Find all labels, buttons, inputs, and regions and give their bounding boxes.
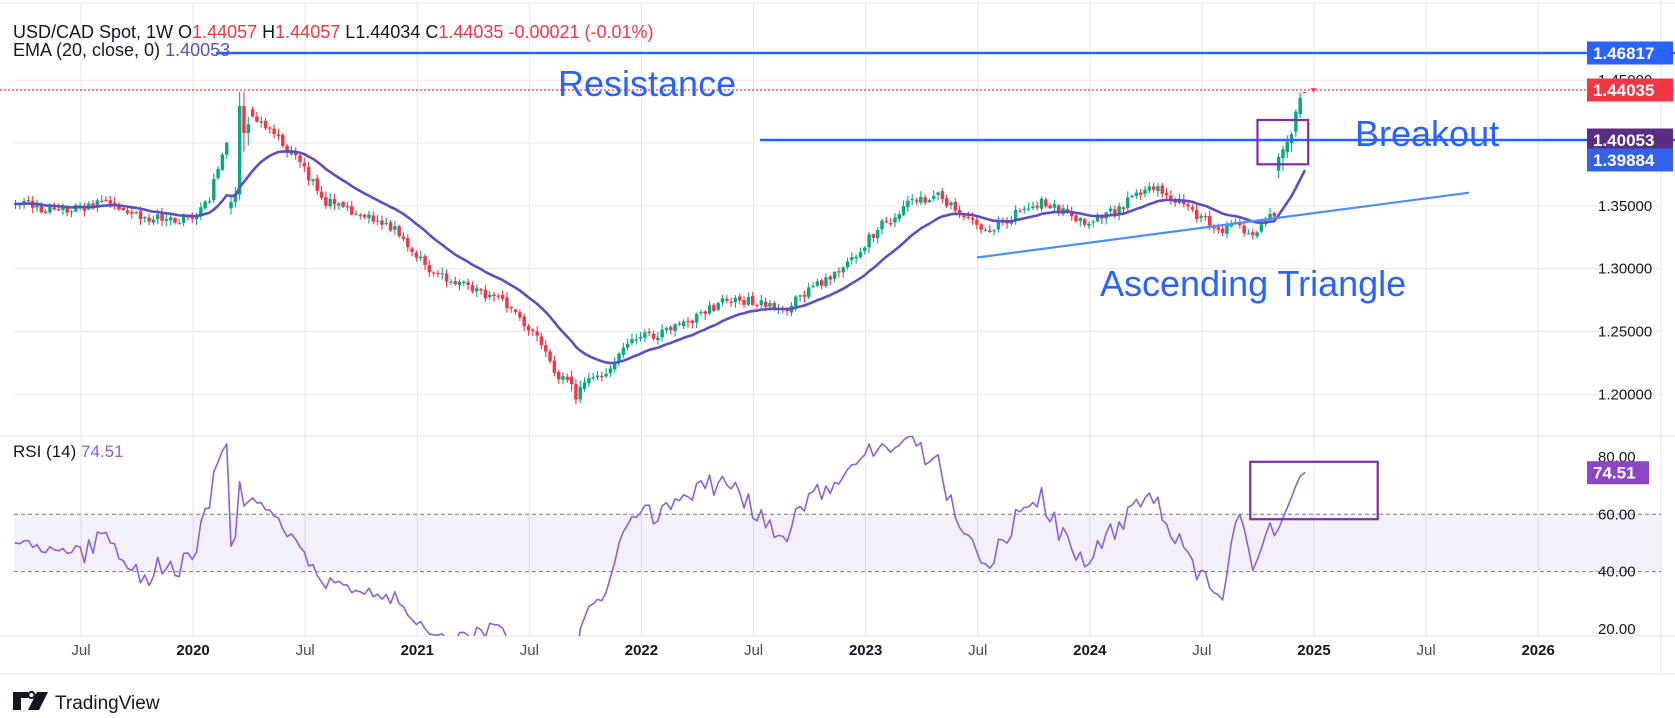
svg-text:1.30000: 1.30000 (1598, 261, 1652, 278)
svg-text:EMA (20, close, 0) 1.40053: EMA (20, close, 0) 1.40053 (13, 40, 230, 60)
svg-text:RSI (14) 74.51: RSI (14) 74.51 (13, 442, 124, 461)
svg-text:Ascending Triangle: Ascending Triangle (1100, 263, 1406, 304)
svg-text:1.35000: 1.35000 (1598, 198, 1652, 215)
svg-text:2024: 2024 (1073, 642, 1107, 659)
svg-text:Resistance: Resistance (558, 63, 736, 104)
svg-text:1.40053: 1.40053 (1593, 131, 1654, 150)
svg-text:Jul: Jul (296, 642, 315, 659)
svg-text:Jul: Jul (71, 642, 90, 659)
svg-text:74.51: 74.51 (1593, 464, 1636, 483)
svg-text:TradingView: TradingView (55, 693, 160, 714)
svg-text:1.44035: 1.44035 (1593, 81, 1654, 100)
svg-text:2023: 2023 (849, 642, 882, 659)
svg-text:1.20000: 1.20000 (1598, 386, 1652, 403)
svg-text:2021: 2021 (401, 642, 434, 659)
svg-text:Jul: Jul (520, 642, 539, 659)
svg-text:1.25000: 1.25000 (1598, 323, 1652, 340)
svg-text:Jul: Jul (744, 642, 763, 659)
svg-text:2022: 2022 (625, 642, 658, 659)
svg-text:2020: 2020 (176, 642, 209, 659)
svg-text:Jul: Jul (1416, 642, 1435, 659)
svg-text:2026: 2026 (1521, 642, 1554, 659)
svg-text:Breakout: Breakout (1355, 113, 1499, 154)
svg-text:Jul: Jul (968, 642, 987, 659)
svg-text:1.39884: 1.39884 (1593, 151, 1655, 170)
svg-text:2025: 2025 (1297, 642, 1330, 659)
svg-text:60.00: 60.00 (1598, 506, 1636, 523)
svg-text:Jul: Jul (1192, 642, 1211, 659)
svg-text:40.00: 40.00 (1598, 564, 1636, 581)
svg-text:20.00: 20.00 (1598, 621, 1636, 638)
svg-text:USD/CAD Spot, 1W O1.44057: USD/CAD Spot, 1W O1.44057 H1.44057 L1.44… (13, 22, 654, 42)
svg-text:1.46817: 1.46817 (1593, 44, 1654, 63)
